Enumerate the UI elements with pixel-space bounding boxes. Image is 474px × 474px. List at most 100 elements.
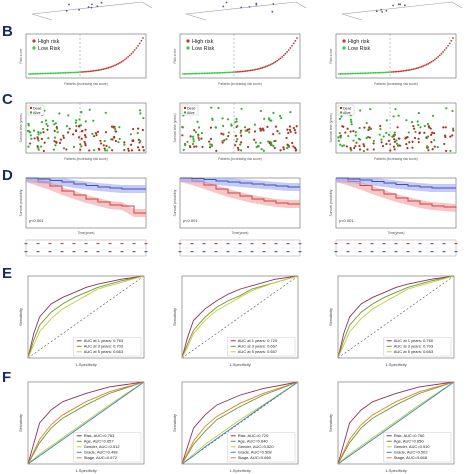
legend-label-dead: Dead — [33, 107, 41, 111]
dead-point — [127, 147, 130, 150]
dead-point — [259, 127, 262, 130]
legend-marker-high — [32, 39, 36, 43]
risk-point — [211, 72, 214, 74]
dead-point — [136, 146, 140, 149]
legend-label-high: High risk — [348, 39, 370, 45]
risk-point — [272, 61, 275, 64]
alive-point — [395, 139, 398, 142]
alive-point — [235, 117, 238, 121]
dead-point — [36, 137, 39, 140]
dead-point — [62, 134, 65, 137]
risk-table-count — [454, 243, 458, 245]
dead-point — [285, 136, 288, 140]
risk-point — [442, 51, 444, 53]
dead-point — [381, 144, 385, 148]
risk-point — [291, 44, 293, 47]
risk-table-count — [418, 243, 422, 245]
risk-point — [445, 47, 448, 49]
pca-point — [380, 8, 383, 11]
pca-point — [397, 3, 400, 6]
risk-point — [92, 70, 95, 72]
alive-point — [270, 119, 273, 122]
alive-point — [29, 134, 32, 137]
roc-clinical-panel-2 — [181, 381, 299, 465]
risk-point — [185, 72, 188, 75]
alive-point — [108, 146, 111, 149]
pca-point — [272, 2, 275, 5]
dead-point — [95, 133, 98, 137]
alive-point — [254, 141, 257, 144]
dead-point — [289, 130, 292, 134]
legend-label: Age, AUC=0.657 — [84, 439, 115, 444]
legend-label: AUC at 3 years: 0.667 — [238, 344, 278, 349]
dead-point — [288, 125, 292, 128]
dead-point — [92, 135, 96, 138]
risk-point — [201, 72, 204, 75]
alive-point — [210, 144, 214, 148]
dead-point — [83, 134, 87, 137]
dead-point — [127, 149, 130, 152]
alive-point — [365, 136, 368, 140]
risk-point — [382, 71, 385, 74]
pca-point — [222, 5, 225, 8]
dead-point — [408, 141, 411, 144]
risk-table-count — [418, 251, 422, 253]
alive-point — [138, 109, 142, 112]
km-panel-3 — [334, 177, 458, 257]
risk-point — [69, 71, 72, 74]
risk-point — [34, 72, 37, 75]
alive-point — [407, 131, 410, 134]
pca-point — [381, 10, 384, 13]
risk-point — [372, 71, 375, 74]
dead-point — [363, 126, 366, 129]
risk-point — [425, 63, 428, 66]
risk-score-panel-2 — [179, 33, 301, 79]
dead-point — [96, 130, 100, 133]
alive-point — [30, 137, 33, 140]
legend-box — [227, 432, 296, 463]
dead-point — [222, 133, 225, 136]
dead-point — [55, 125, 58, 129]
legend-marker-dead — [29, 106, 33, 110]
alive-point — [37, 131, 40, 134]
pca-point — [90, 6, 93, 9]
risk-point — [414, 67, 416, 70]
dead-point — [193, 129, 196, 132]
risk-point — [49, 72, 52, 75]
alive-point — [380, 138, 383, 141]
dead-point — [368, 136, 371, 139]
risk-point — [409, 68, 411, 71]
legend-label-low: Low Risk — [192, 46, 215, 52]
risk-point — [435, 57, 438, 60]
risk-point — [258, 67, 260, 70]
risk-table-count — [36, 243, 40, 245]
roc-curve — [337, 275, 455, 359]
dead-point — [273, 146, 276, 150]
risk-point — [234, 71, 237, 73]
survival-status-panel-3 — [335, 102, 457, 154]
dead-point — [197, 136, 200, 140]
dead-point — [94, 131, 98, 135]
alive-point — [365, 121, 368, 125]
risk-point — [296, 37, 298, 39]
risk-point — [443, 49, 446, 51]
alive-point — [394, 107, 397, 111]
dead-point — [65, 148, 68, 151]
alive-point — [379, 128, 382, 131]
risk-point — [430, 60, 433, 63]
dead-point — [200, 137, 203, 140]
risk-point — [287, 49, 290, 51]
risk-point — [248, 69, 250, 72]
dead-point — [293, 129, 296, 132]
alive-point — [136, 131, 139, 135]
legend-box — [337, 104, 355, 116]
roc-curve — [181, 381, 299, 465]
risk-point — [210, 72, 212, 75]
alive-point — [37, 139, 40, 142]
alive-point — [27, 145, 30, 148]
risk-table-count — [72, 243, 76, 245]
risk-table-count — [178, 251, 182, 253]
dead-point — [58, 141, 62, 144]
dead-point — [99, 139, 102, 142]
legend-label-low: Low Risk — [348, 46, 371, 52]
